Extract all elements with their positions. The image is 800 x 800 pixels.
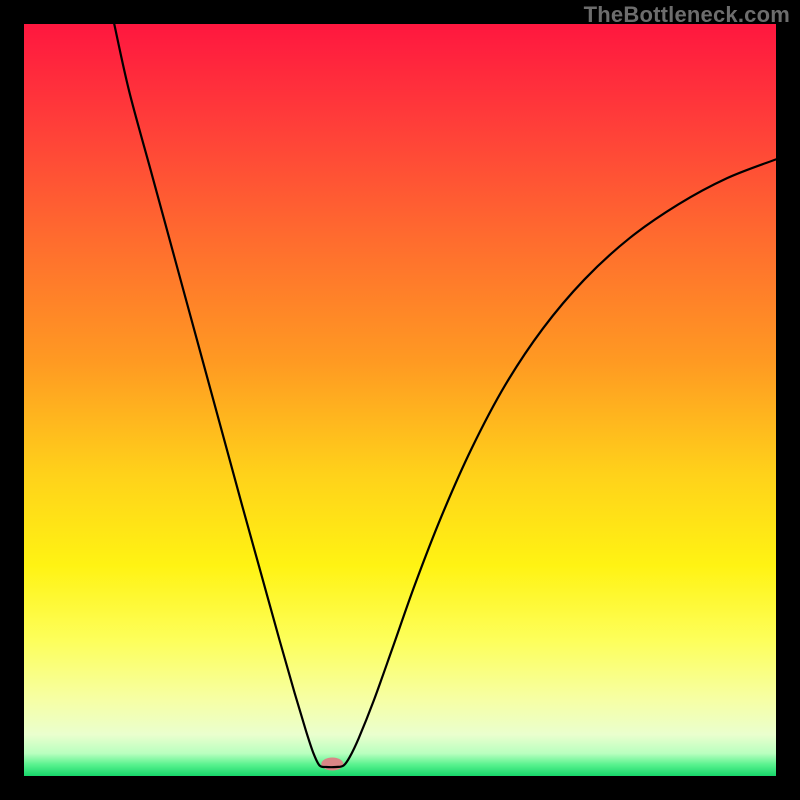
plot-area [24,24,776,776]
chart-frame: TheBottleneck.com [0,0,800,800]
min-marker [321,757,343,770]
curve-layer [24,24,776,776]
watermark-text: TheBottleneck.com [584,2,790,28]
bottleneck-curve [114,24,776,767]
